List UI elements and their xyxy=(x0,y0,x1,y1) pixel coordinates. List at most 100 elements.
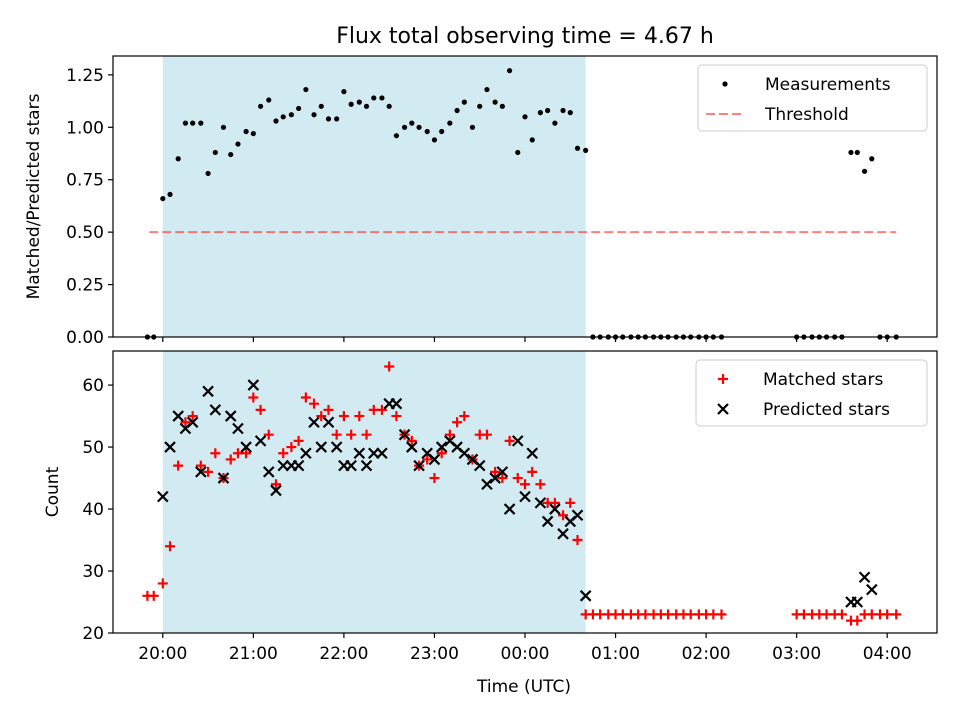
data-point xyxy=(273,118,279,124)
data-point xyxy=(346,429,357,440)
data-point xyxy=(567,110,573,116)
data-point xyxy=(250,130,256,137)
data-point xyxy=(560,107,566,114)
data-point xyxy=(376,447,388,460)
data-point xyxy=(228,151,234,158)
data-point xyxy=(330,441,343,453)
data-point xyxy=(481,478,493,491)
data-point xyxy=(322,416,335,429)
data-point xyxy=(393,133,400,139)
data-point xyxy=(241,448,252,459)
data-point xyxy=(490,466,501,477)
data-point xyxy=(583,147,589,153)
data-point xyxy=(535,479,546,490)
data-point xyxy=(428,453,441,466)
data-point xyxy=(558,510,569,521)
data-point xyxy=(180,417,191,428)
top-panel-ratio: 0.00 0.25 0.50 0.75 1.00 1.25 Matched/Predicte… xyxy=(24,55,938,348)
series-matched-stars xyxy=(142,361,902,626)
data-point xyxy=(325,116,332,122)
data-point xyxy=(371,95,377,101)
data-point xyxy=(182,120,189,126)
data-point xyxy=(435,441,448,453)
data-point xyxy=(361,429,372,440)
series-predicted-stars xyxy=(157,379,878,608)
data-point xyxy=(266,97,272,103)
data-point xyxy=(203,466,214,477)
data-point xyxy=(165,541,176,552)
y-tick-label: 40 xyxy=(82,500,104,520)
legend: Measurements Threshold xyxy=(697,64,928,132)
data-point xyxy=(187,411,198,422)
legend-box xyxy=(695,359,928,427)
data-point xyxy=(496,466,509,478)
data-point xyxy=(390,397,403,410)
data-point xyxy=(202,385,214,398)
data-point xyxy=(579,590,592,602)
data-point xyxy=(288,112,294,118)
x-tick-label: 00:00 xyxy=(501,644,550,664)
data-point xyxy=(461,99,467,105)
legend: Matched stars Predicted stars xyxy=(695,359,928,427)
y-axis-label: Matched/Predicted stars xyxy=(24,93,44,299)
data-point xyxy=(499,103,505,109)
data-point xyxy=(571,509,584,522)
data-point xyxy=(481,429,492,440)
data-point xyxy=(429,473,440,484)
data-point xyxy=(309,398,320,409)
y-tick-label: 60 xyxy=(82,376,104,396)
figure-title: Flux total observing time = 4.67 h xyxy=(336,24,714,49)
y-tick-label: 50 xyxy=(82,438,104,458)
data-point xyxy=(545,107,551,114)
data-point xyxy=(376,404,387,415)
data-point xyxy=(356,99,362,105)
x-tick-label: 04:00 xyxy=(863,644,912,664)
data-point xyxy=(190,120,196,126)
data-point xyxy=(175,156,181,162)
data-point xyxy=(416,124,422,130)
data-point xyxy=(413,459,425,472)
data-point xyxy=(431,137,438,143)
data-point xyxy=(572,535,583,546)
x-tick-label: 02:00 xyxy=(682,644,731,664)
data-point xyxy=(323,404,334,415)
data-point xyxy=(243,128,249,135)
data-point xyxy=(447,120,453,126)
data-point xyxy=(248,392,259,403)
data-point xyxy=(167,191,173,198)
data-point xyxy=(247,379,260,391)
data-point xyxy=(198,120,204,126)
data-point xyxy=(492,99,498,105)
data-point xyxy=(262,466,275,478)
data-point xyxy=(164,441,176,453)
data-point xyxy=(512,473,523,484)
data-point xyxy=(836,609,847,620)
data-point xyxy=(504,435,515,446)
data-point xyxy=(384,361,395,372)
data-point xyxy=(565,497,576,508)
data-point xyxy=(255,404,266,415)
y-tick-label: 0.25 xyxy=(66,276,104,296)
data-point xyxy=(454,107,460,114)
data-point xyxy=(293,435,304,446)
data-point xyxy=(522,114,528,120)
data-point xyxy=(574,145,581,151)
data-point xyxy=(851,596,864,608)
legend-marker-predicted xyxy=(717,403,729,415)
data-point xyxy=(541,515,554,528)
data-point xyxy=(406,441,418,453)
data-point xyxy=(220,124,227,130)
data-point xyxy=(232,422,244,435)
data-point xyxy=(217,472,230,484)
x-tick-label: 20:00 xyxy=(138,644,187,664)
data-point xyxy=(195,466,207,478)
data-point xyxy=(240,441,252,453)
data-point xyxy=(280,114,286,120)
legend-label: Predicted stars xyxy=(763,400,890,420)
data-point xyxy=(157,578,168,589)
data-point xyxy=(869,156,875,162)
observing-span xyxy=(162,351,586,633)
data-point xyxy=(210,448,221,459)
data-point xyxy=(391,411,402,422)
